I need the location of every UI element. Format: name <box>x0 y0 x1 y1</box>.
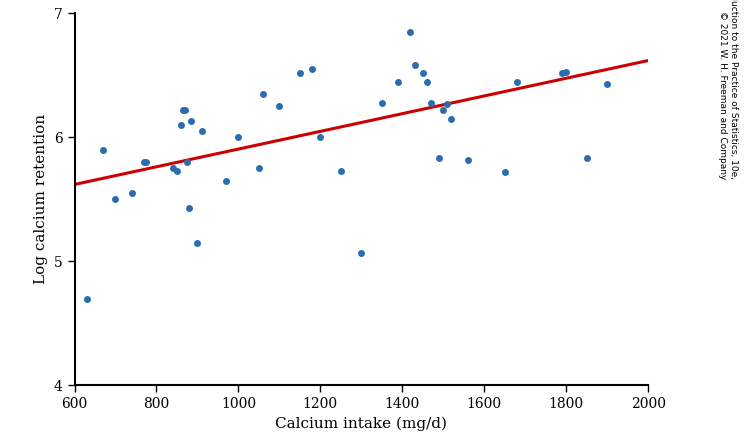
Point <box>405 29 416 36</box>
Point <box>139 159 150 166</box>
Point <box>556 69 568 77</box>
Point <box>232 134 244 141</box>
Point <box>437 107 449 114</box>
Point <box>257 90 269 98</box>
X-axis label: Calcium intake (mg/d): Calcium intake (mg/d) <box>276 417 447 431</box>
Point <box>167 165 179 172</box>
Point <box>171 167 183 174</box>
Point <box>81 295 93 302</box>
Point <box>376 99 388 106</box>
Point <box>181 159 193 166</box>
Point <box>355 249 367 256</box>
Point <box>273 103 285 110</box>
Text: Moore/McCabe/Craig, Introduction to the Practice of Statistics, 10e,: Moore/McCabe/Craig, Introduction to the … <box>729 0 738 179</box>
Point <box>140 159 152 166</box>
Point <box>126 190 138 197</box>
Point <box>421 78 433 85</box>
Point <box>462 156 474 163</box>
Point <box>499 168 511 176</box>
Point <box>441 100 453 108</box>
Point <box>335 167 347 174</box>
Point <box>601 81 613 88</box>
Point <box>253 165 265 172</box>
Point <box>110 196 121 203</box>
Point <box>425 99 437 106</box>
Point <box>306 65 318 73</box>
Point <box>180 107 191 114</box>
Point <box>314 134 326 141</box>
Point <box>183 204 195 211</box>
Point <box>221 177 232 185</box>
Text: © 2021 W. H. Freeman and Company: © 2021 W. H. Freeman and Company <box>718 11 727 179</box>
Y-axis label: Log calcium retention: Log calcium retention <box>34 114 48 284</box>
Text: Moore/McCabe/Craig, © 2021 W. H. Freeman and Company: Moore/McCabe/Craig, © 2021 W. H. Freeman… <box>0 447 1 448</box>
Point <box>408 62 420 69</box>
Point <box>98 146 110 153</box>
Point <box>191 239 203 246</box>
Point <box>195 128 207 135</box>
Point <box>177 107 189 114</box>
Point <box>511 78 523 85</box>
Point <box>294 69 305 77</box>
Point <box>186 118 197 125</box>
Point <box>560 68 572 75</box>
Point <box>446 115 457 122</box>
Point <box>417 69 429 77</box>
Point <box>581 155 593 162</box>
Point <box>434 155 446 162</box>
Point <box>392 78 404 85</box>
Point <box>175 121 187 129</box>
